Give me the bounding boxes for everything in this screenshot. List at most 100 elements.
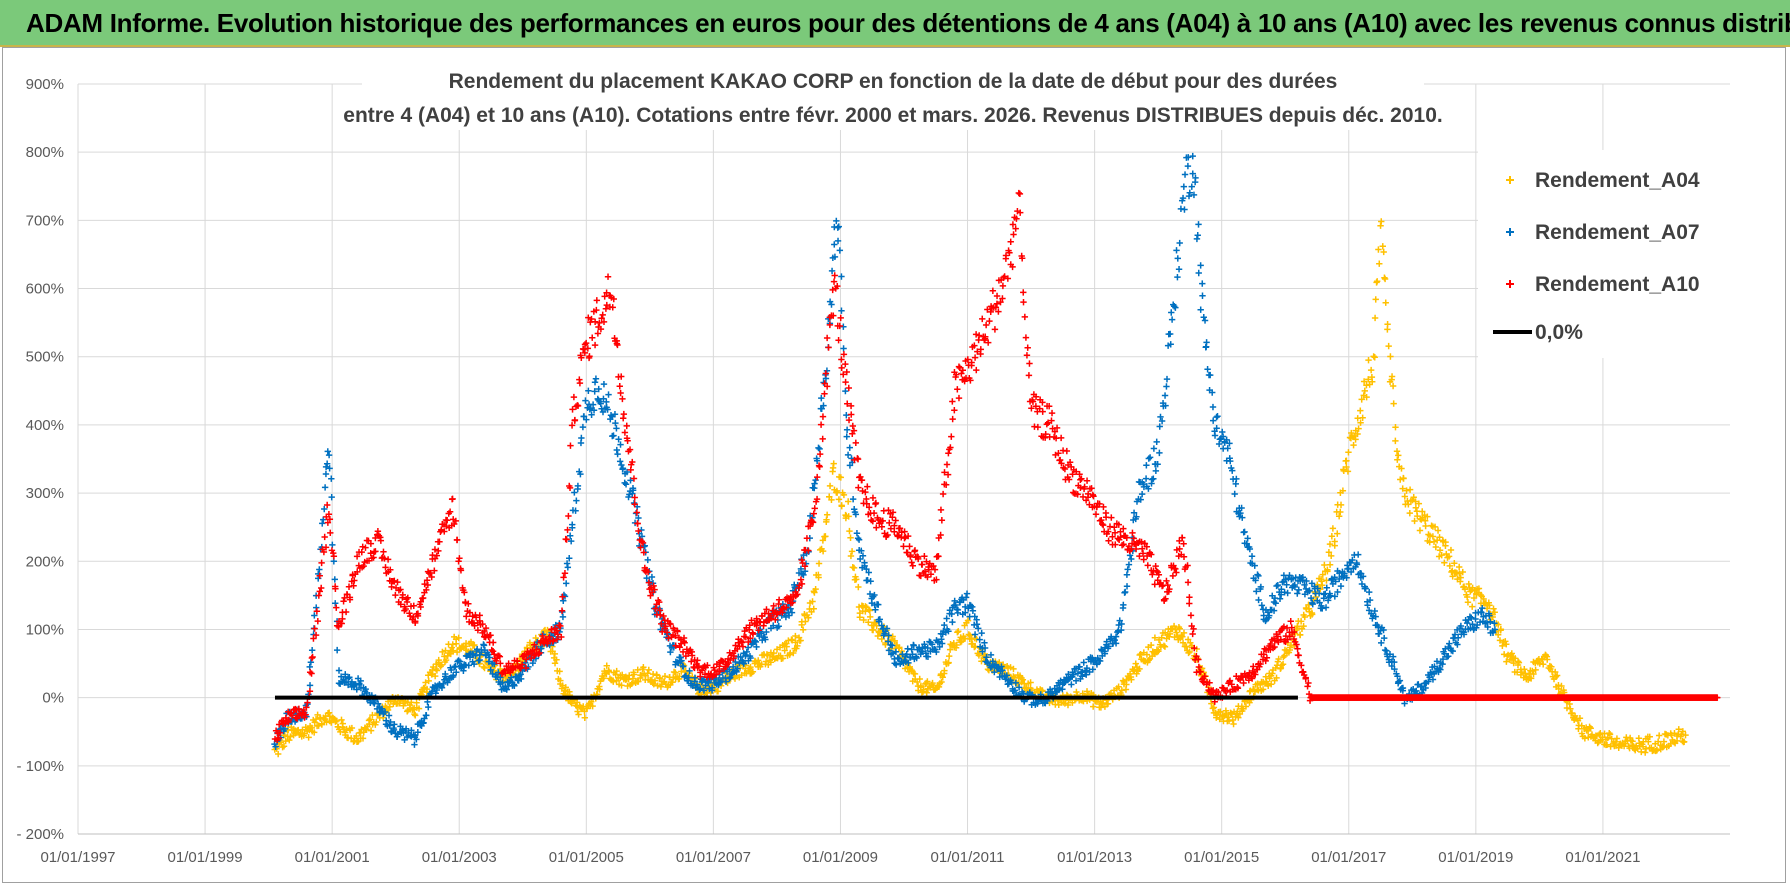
data-point <box>1002 252 1010 259</box>
data-point <box>953 371 960 378</box>
data-point <box>565 512 572 520</box>
data-point <box>1260 651 1268 658</box>
data-point <box>643 574 650 582</box>
data-point <box>583 705 591 712</box>
data-point <box>1084 490 1092 498</box>
data-point <box>613 446 621 454</box>
data-point <box>1240 679 1247 687</box>
data-point <box>1192 174 1199 182</box>
data-point <box>353 686 360 693</box>
data-point <box>1012 679 1020 687</box>
data-point <box>965 631 973 638</box>
x-tick-label: 01/01/2019 <box>1438 849 1513 866</box>
data-point <box>843 368 850 376</box>
data-point <box>794 642 801 650</box>
data-point <box>386 703 393 710</box>
data-point <box>455 558 462 565</box>
data-point <box>485 658 493 665</box>
data-point <box>1428 522 1435 529</box>
data-point <box>855 536 863 543</box>
data-point <box>327 529 334 537</box>
data-point <box>1276 595 1284 602</box>
data-point <box>630 475 638 482</box>
data-point <box>553 627 561 634</box>
data-point <box>1174 273 1181 281</box>
data-point <box>862 488 869 496</box>
data-point <box>1603 741 1611 748</box>
data-point <box>382 564 389 571</box>
data-point <box>1239 514 1246 521</box>
data-point <box>280 743 288 750</box>
data-point <box>589 401 597 408</box>
data-point <box>686 667 693 675</box>
data-point <box>358 548 365 556</box>
y-tick-label: 400% <box>26 417 64 434</box>
data-point <box>557 677 564 684</box>
data-point <box>1073 468 1080 475</box>
data-point <box>788 609 796 616</box>
data-point <box>529 647 536 654</box>
data-point <box>708 687 716 694</box>
data-point <box>387 566 394 574</box>
data-point <box>704 662 711 669</box>
data-point <box>538 645 545 652</box>
data-point <box>677 654 684 661</box>
data-point <box>560 597 567 604</box>
data-point <box>1400 475 1407 482</box>
data-point <box>937 531 944 539</box>
data-point <box>466 609 474 616</box>
data-point <box>491 651 498 658</box>
data-point <box>1262 657 1269 665</box>
data-point <box>863 500 870 507</box>
data-point <box>344 675 352 682</box>
data-point <box>614 450 621 458</box>
data-point <box>1422 522 1429 530</box>
data-point <box>1048 417 1055 424</box>
data-point <box>907 551 914 559</box>
data-point <box>1290 635 1298 643</box>
data-point <box>1007 238 1014 245</box>
data-point <box>790 649 797 657</box>
data-point <box>333 646 341 654</box>
data-point <box>1149 571 1156 578</box>
data-point <box>497 665 504 673</box>
data-point <box>955 628 962 635</box>
data-point <box>324 448 331 455</box>
data-point <box>428 688 436 695</box>
data-point <box>448 666 455 674</box>
data-point <box>1280 572 1288 579</box>
data-point <box>853 576 860 583</box>
data-point <box>905 659 912 667</box>
data-point <box>1143 651 1151 658</box>
data-point <box>852 439 860 447</box>
data-point <box>326 516 334 523</box>
data-point <box>1136 665 1143 673</box>
data-point <box>873 524 880 531</box>
data-point <box>835 223 842 230</box>
data-point <box>1246 669 1253 676</box>
data-point <box>813 495 821 503</box>
data-point <box>1466 613 1474 620</box>
data-point <box>1209 705 1217 712</box>
data-point <box>644 568 652 576</box>
data-point <box>900 543 907 550</box>
data-point <box>789 599 796 606</box>
data-point <box>304 699 311 706</box>
data-point <box>360 562 367 570</box>
data-point <box>1394 673 1401 680</box>
data-point <box>1307 594 1315 602</box>
data-point <box>1180 629 1188 637</box>
data-point <box>1401 493 1408 500</box>
data-point <box>362 544 369 551</box>
data-point <box>729 663 737 671</box>
data-point <box>884 638 892 645</box>
data-point <box>1004 275 1012 282</box>
data-point <box>975 650 983 657</box>
data-point <box>1176 545 1183 553</box>
data-point <box>847 552 855 560</box>
data-point <box>829 286 836 294</box>
data-point <box>838 307 845 314</box>
data-point <box>891 660 898 667</box>
data-point <box>619 671 626 679</box>
data-point <box>844 498 852 505</box>
